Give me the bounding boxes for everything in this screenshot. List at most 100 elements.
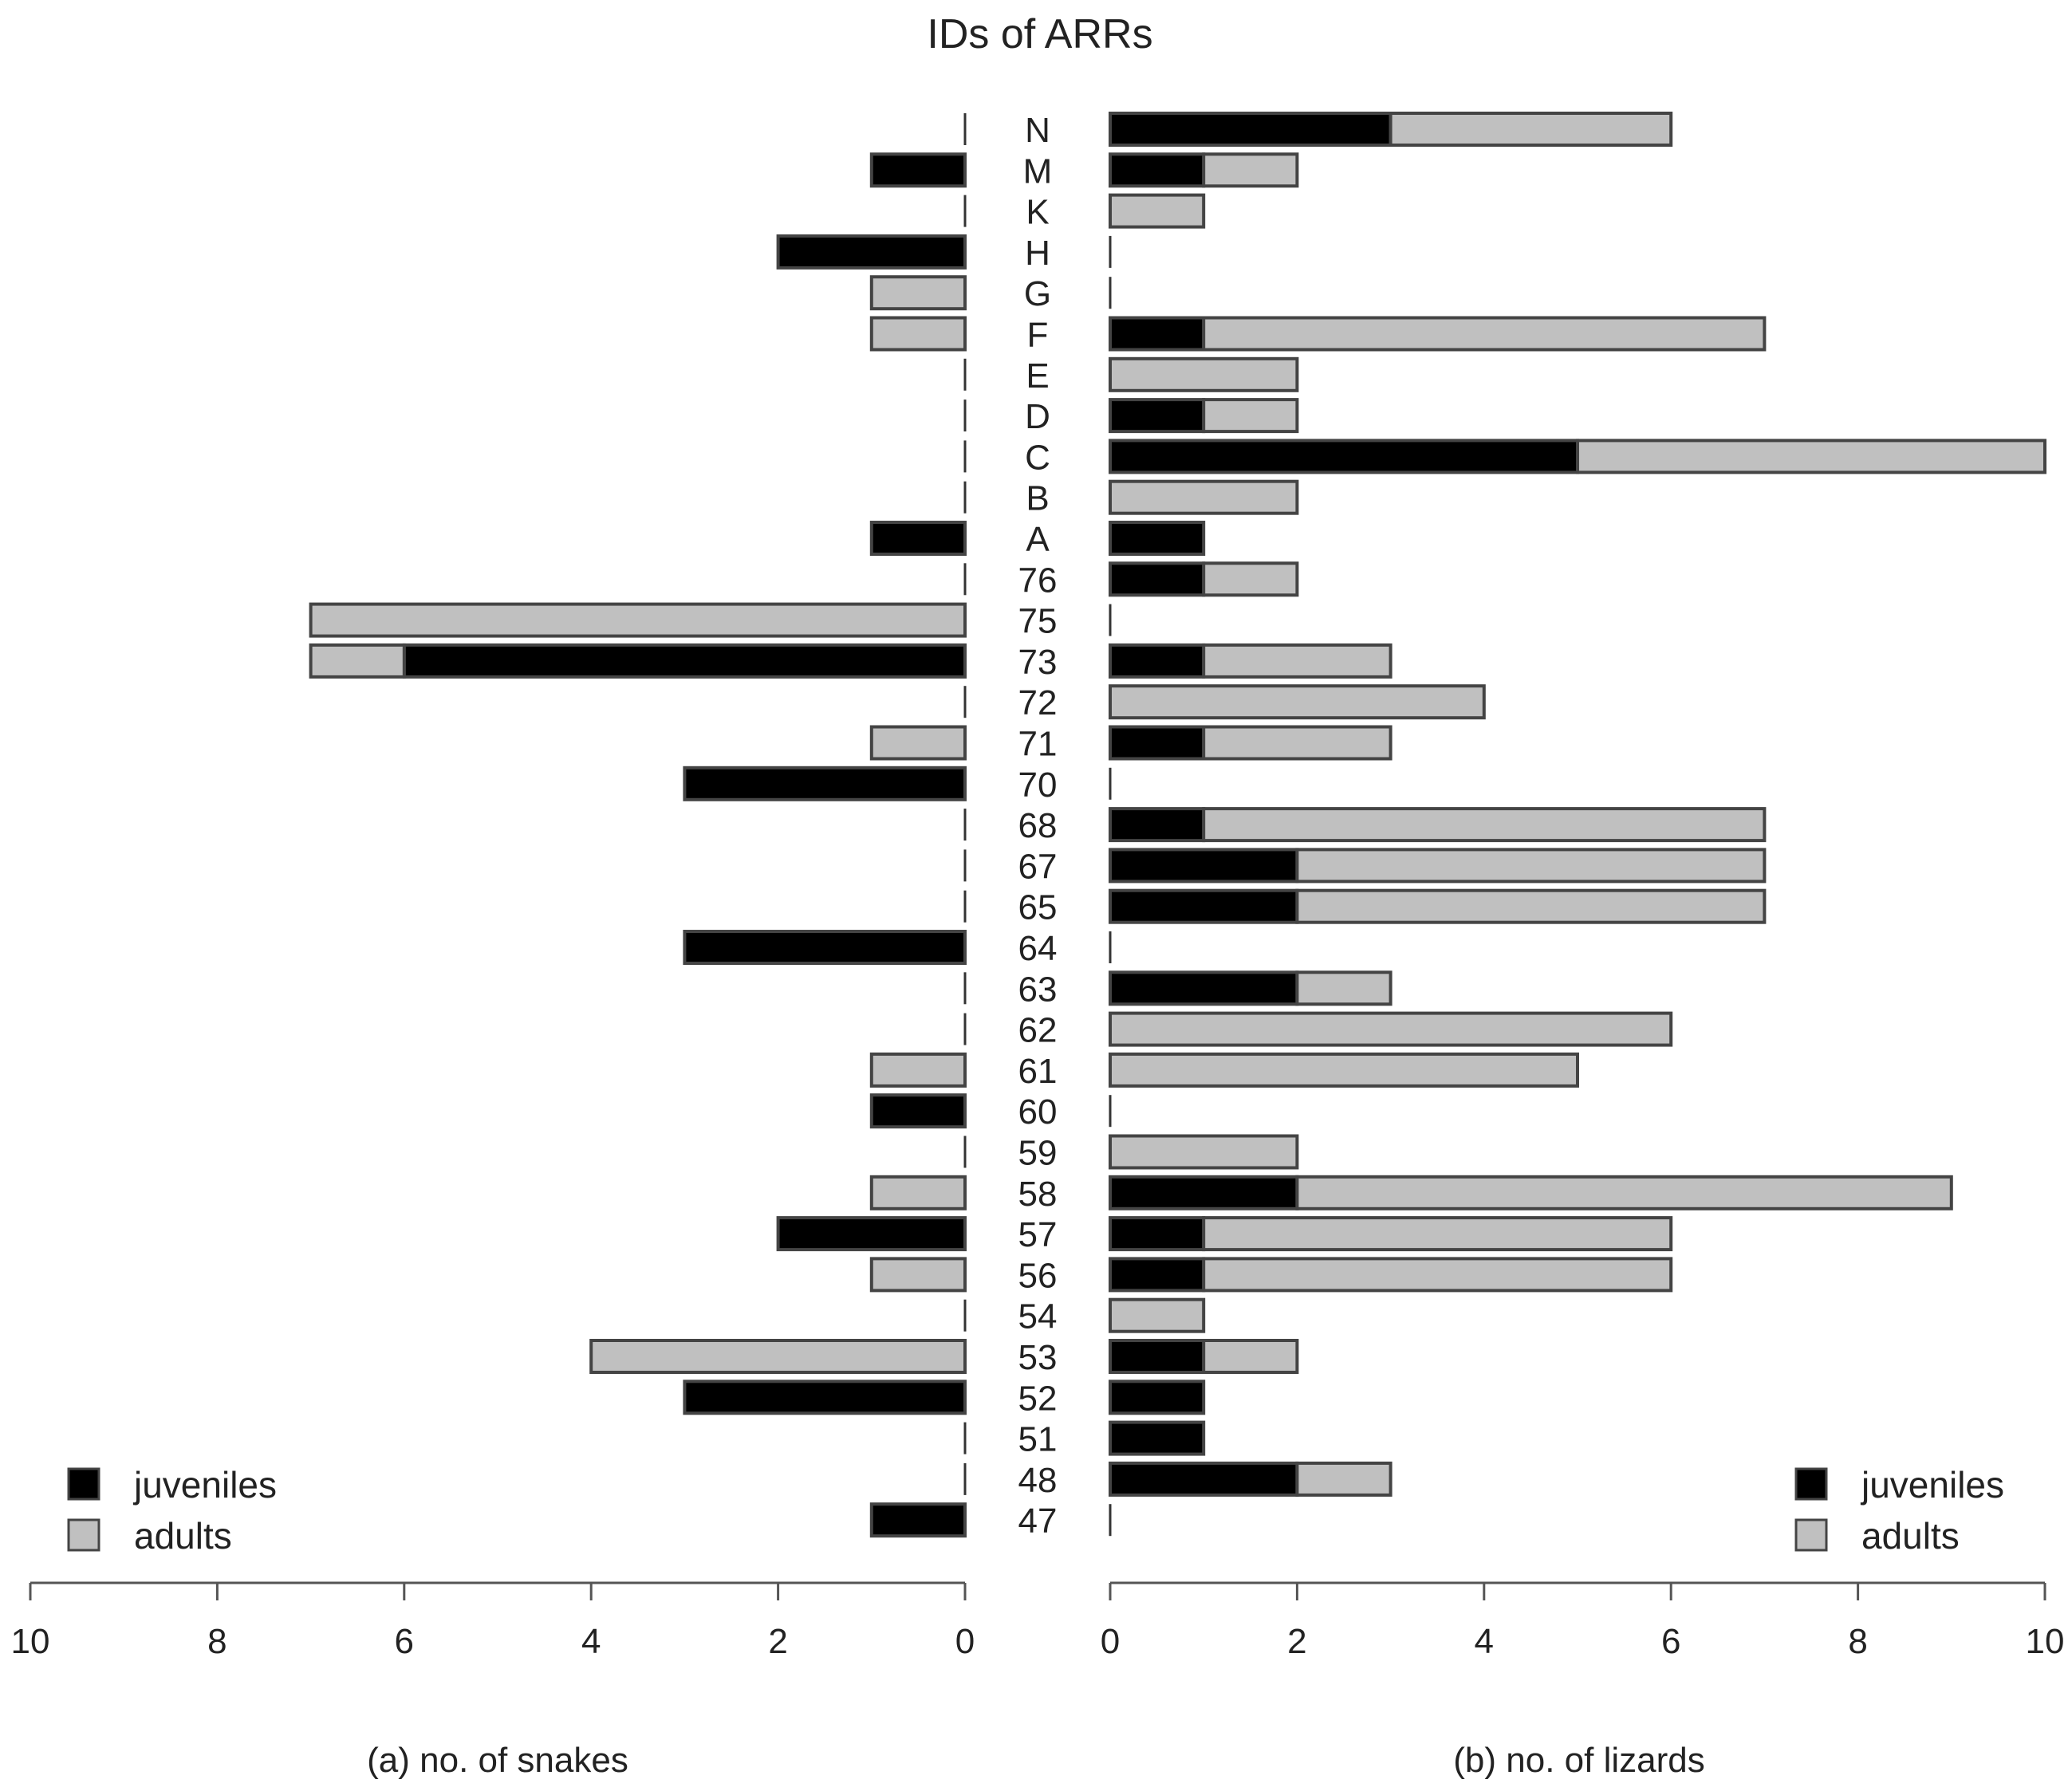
category-label: 72 <box>1018 683 1058 722</box>
bar-juveniles-lizards-48 <box>1109 1461 1299 1497</box>
category-label: 67 <box>1018 847 1058 886</box>
bar-adults-snakes-61 <box>869 1052 967 1088</box>
bar-juveniles-snakes-64 <box>683 930 967 965</box>
bar-juveniles-lizards-53 <box>1109 1339 1206 1374</box>
bar-juveniles-lizards-51 <box>1109 1420 1206 1456</box>
bar-juveniles-lizards-A <box>1109 521 1206 556</box>
lizards-tick-label: 8 <box>1848 1622 1867 1661</box>
lizards-legend: juveniles adults <box>1794 1464 2004 1557</box>
lizards-tick-label: 0 <box>1101 1622 1120 1661</box>
bar-juveniles-lizards-M <box>1109 152 1206 188</box>
bar-juveniles-lizards-F <box>1109 316 1206 352</box>
bar-adults-lizards-59 <box>1109 1134 1299 1170</box>
bar-adults-snakes-73 <box>309 643 406 679</box>
lizards-tick-label: 6 <box>1661 1622 1680 1661</box>
bar-adults-lizards-67 <box>1295 848 1767 884</box>
snakes-bars <box>309 113 967 1538</box>
category-label: 48 <box>1018 1461 1058 1500</box>
category-label: 68 <box>1018 806 1058 845</box>
legend-juveniles-swatch <box>1794 1467 1828 1501</box>
bar-adults-snakes-58 <box>869 1175 967 1210</box>
bar-juveniles-lizards-67 <box>1109 848 1299 884</box>
bar-juveniles-snakes-57 <box>776 1216 967 1252</box>
bar-adults-lizards-M <box>1202 152 1299 188</box>
bar-adults-lizards-68 <box>1202 807 1767 843</box>
legend-juveniles-swatch <box>67 1467 100 1501</box>
bar-adults-snakes-F <box>869 316 967 352</box>
bar-adults-snakes-53 <box>589 1339 967 1374</box>
category-label: 54 <box>1018 1297 1058 1336</box>
category-label: 70 <box>1018 766 1058 805</box>
bar-adults-lizards-D <box>1202 398 1299 434</box>
bar-adults-lizards-63 <box>1295 970 1392 1006</box>
bar-juveniles-lizards-63 <box>1109 970 1299 1006</box>
bar-adults-lizards-C <box>1576 439 2046 474</box>
bar-juveniles-lizards-N <box>1109 112 1392 147</box>
bar-juveniles-snakes-52 <box>683 1380 967 1415</box>
category-label: 61 <box>1018 1052 1058 1091</box>
bar-juveniles-lizards-65 <box>1109 888 1299 924</box>
snakes-x-axis: 10 8 6 4 2 0 <box>11 1581 975 1661</box>
category-labels: NMKHGFEDCBA76757372717068676564636261605… <box>1018 111 1058 1541</box>
bar-juveniles-lizards-52 <box>1109 1380 1206 1415</box>
legend-juveniles-label: juveniles <box>1860 1464 2004 1506</box>
category-label: E <box>1026 356 1049 396</box>
bar-adults-lizards-62 <box>1109 1011 1673 1047</box>
category-label: D <box>1025 397 1050 436</box>
legend-adults-swatch <box>67 1518 100 1552</box>
bar-juveniles-snakes-70 <box>683 766 967 801</box>
category-label: M <box>1023 152 1053 191</box>
bar-adults-lizards-48 <box>1295 1461 1392 1497</box>
category-label: H <box>1025 234 1050 273</box>
bar-adults-lizards-71 <box>1202 725 1392 761</box>
legend-juveniles-label: juveniles <box>132 1464 277 1506</box>
bar-juveniles-snakes-A <box>869 521 967 556</box>
snakes-tick-label: 2 <box>768 1622 787 1661</box>
bar-adults-snakes-G <box>869 275 967 311</box>
bar-adults-lizards-B <box>1109 479 1299 515</box>
bar-adults-lizards-K <box>1109 193 1206 229</box>
lizards-tick-label: 4 <box>1475 1622 1494 1661</box>
category-label: 51 <box>1018 1420 1058 1459</box>
bar-juveniles-snakes-M <box>869 152 967 188</box>
category-label: 60 <box>1018 1092 1058 1132</box>
bar-juveniles-snakes-73 <box>402 643 967 679</box>
legend-adults-swatch <box>1794 1518 1828 1552</box>
lizards-x-axis-label: (b) no. of lizards <box>1453 1741 1704 1780</box>
category-label: A <box>1026 520 1050 559</box>
bar-juveniles-lizards-71 <box>1109 725 1206 761</box>
snakes-tick-label: 0 <box>955 1622 975 1661</box>
snakes-tick-label: 4 <box>581 1622 601 1661</box>
category-label: C <box>1025 438 1050 477</box>
bar-juveniles-lizards-76 <box>1109 561 1206 597</box>
bar-adults-lizards-54 <box>1109 1297 1206 1333</box>
category-label: 65 <box>1018 888 1058 927</box>
bar-adults-snakes-56 <box>869 1257 967 1293</box>
category-label: K <box>1026 193 1049 232</box>
bar-adults-lizards-65 <box>1295 888 1767 924</box>
bar-juveniles-lizards-56 <box>1109 1257 1206 1293</box>
snakes-tick-label: 6 <box>395 1622 414 1661</box>
category-label: 62 <box>1018 1011 1058 1050</box>
bar-juveniles-lizards-57 <box>1109 1216 1206 1252</box>
lizards-x-axis: 0 2 4 6 8 10 <box>1101 1581 2065 1661</box>
lizards-tick-label: 10 <box>2026 1622 2065 1661</box>
bar-adults-snakes-71 <box>869 725 967 761</box>
category-label: 57 <box>1018 1215 1058 1254</box>
bar-adults-lizards-F <box>1202 316 1767 352</box>
bar-adults-lizards-73 <box>1202 643 1392 679</box>
legend-adults-label: adults <box>134 1515 232 1557</box>
lizards-bars <box>1109 112 2046 1537</box>
bar-adults-lizards-72 <box>1109 684 1486 720</box>
snakes-tick-label: 8 <box>207 1622 227 1661</box>
category-label: 56 <box>1018 1256 1058 1295</box>
category-label: 58 <box>1018 1175 1058 1214</box>
category-label: 53 <box>1018 1338 1058 1377</box>
snakes-legend: juveniles adults <box>67 1464 277 1557</box>
bar-adults-lizards-57 <box>1202 1216 1673 1252</box>
category-label: 71 <box>1018 725 1058 764</box>
bar-juveniles-lizards-C <box>1109 439 1579 474</box>
lizards-tick-label: 2 <box>1287 1622 1306 1661</box>
bar-adults-lizards-56 <box>1202 1257 1673 1293</box>
